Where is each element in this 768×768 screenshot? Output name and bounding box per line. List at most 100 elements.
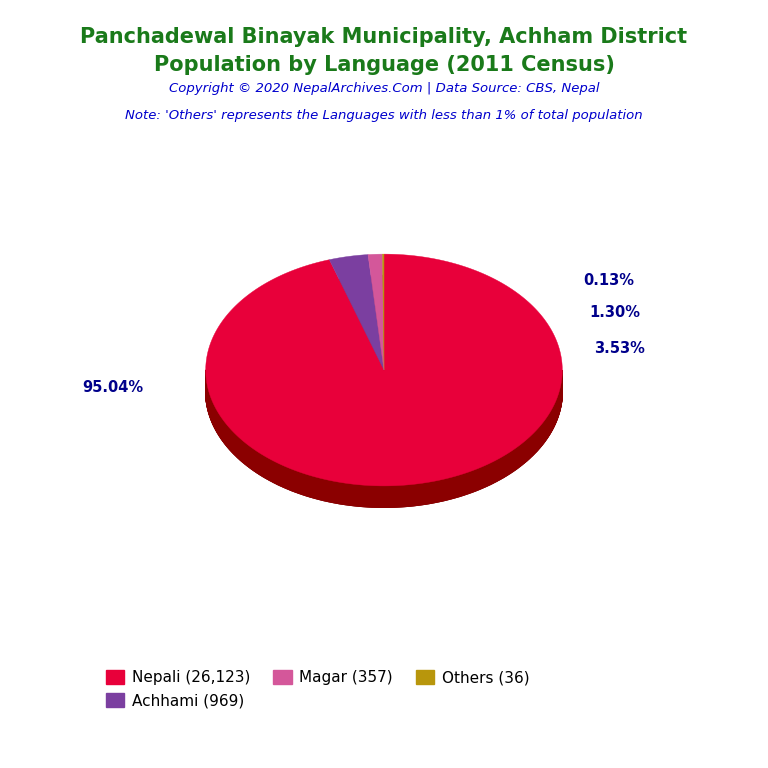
Polygon shape xyxy=(483,466,484,488)
Polygon shape xyxy=(345,483,346,505)
Polygon shape xyxy=(374,485,375,507)
Polygon shape xyxy=(406,485,407,506)
Polygon shape xyxy=(438,480,439,502)
Polygon shape xyxy=(468,472,469,494)
Polygon shape xyxy=(273,461,274,483)
Polygon shape xyxy=(276,462,277,485)
Polygon shape xyxy=(393,485,395,507)
Polygon shape xyxy=(458,475,460,497)
Polygon shape xyxy=(289,468,290,490)
Polygon shape xyxy=(298,472,299,493)
Polygon shape xyxy=(484,465,485,488)
Polygon shape xyxy=(340,482,341,504)
Polygon shape xyxy=(307,475,308,496)
Ellipse shape xyxy=(206,276,562,508)
Polygon shape xyxy=(332,481,333,502)
Polygon shape xyxy=(294,470,295,492)
Polygon shape xyxy=(300,472,301,494)
Polygon shape xyxy=(320,478,321,500)
Polygon shape xyxy=(381,486,382,508)
Polygon shape xyxy=(376,486,377,507)
Polygon shape xyxy=(382,486,383,508)
Polygon shape xyxy=(306,474,307,496)
Polygon shape xyxy=(314,477,316,498)
Polygon shape xyxy=(493,461,494,483)
Polygon shape xyxy=(403,485,404,507)
Polygon shape xyxy=(405,485,406,506)
Text: Note: 'Others' represents the Languages with less than 1% of total population: Note: 'Others' represents the Languages … xyxy=(125,109,643,122)
Polygon shape xyxy=(500,458,501,479)
Polygon shape xyxy=(488,464,489,485)
Polygon shape xyxy=(336,482,337,503)
Polygon shape xyxy=(402,485,403,507)
Polygon shape xyxy=(400,485,401,507)
Polygon shape xyxy=(351,484,353,505)
Polygon shape xyxy=(290,468,291,491)
Polygon shape xyxy=(326,479,327,502)
Polygon shape xyxy=(265,456,266,478)
Polygon shape xyxy=(475,469,476,491)
Polygon shape xyxy=(350,484,351,505)
Polygon shape xyxy=(477,468,478,490)
Polygon shape xyxy=(282,465,283,487)
Polygon shape xyxy=(426,482,428,504)
Polygon shape xyxy=(342,482,343,505)
Text: Panchadewal Binayak Municipality, Achham District: Panchadewal Binayak Municipality, Achham… xyxy=(81,27,687,47)
Polygon shape xyxy=(453,477,454,498)
Polygon shape xyxy=(423,483,425,505)
Polygon shape xyxy=(264,455,265,478)
Polygon shape xyxy=(344,483,345,505)
Polygon shape xyxy=(466,472,467,495)
Polygon shape xyxy=(455,476,456,498)
Polygon shape xyxy=(275,462,276,484)
Polygon shape xyxy=(324,479,325,501)
Text: Population by Language (2011 Census): Population by Language (2011 Census) xyxy=(154,55,614,75)
Polygon shape xyxy=(366,485,368,507)
Polygon shape xyxy=(415,484,416,505)
Polygon shape xyxy=(328,480,329,502)
Polygon shape xyxy=(305,474,306,495)
Polygon shape xyxy=(337,482,338,503)
Polygon shape xyxy=(274,462,275,483)
Polygon shape xyxy=(428,482,429,504)
Polygon shape xyxy=(503,456,504,478)
Polygon shape xyxy=(277,463,279,485)
Polygon shape xyxy=(319,478,320,500)
Polygon shape xyxy=(321,478,323,500)
Polygon shape xyxy=(487,465,488,486)
Polygon shape xyxy=(433,482,435,503)
Polygon shape xyxy=(384,486,386,508)
Polygon shape xyxy=(478,468,480,489)
Polygon shape xyxy=(460,475,461,496)
Polygon shape xyxy=(422,483,423,505)
Text: 95.04%: 95.04% xyxy=(82,380,144,396)
Polygon shape xyxy=(281,465,282,486)
Polygon shape xyxy=(309,475,310,497)
Polygon shape xyxy=(491,462,492,484)
Polygon shape xyxy=(369,485,371,507)
Polygon shape xyxy=(481,467,482,488)
Polygon shape xyxy=(375,485,376,507)
Polygon shape xyxy=(397,485,398,507)
Polygon shape xyxy=(407,485,408,506)
Text: Copyright © 2020 NepalArchives.Com | Data Source: CBS, Nepal: Copyright © 2020 NepalArchives.Com | Dat… xyxy=(169,82,599,95)
Polygon shape xyxy=(485,465,487,487)
Polygon shape xyxy=(338,482,339,504)
Polygon shape xyxy=(410,485,411,506)
Polygon shape xyxy=(398,485,399,507)
Legend: Nepali (26,123), Achhami (969), Magar (357), Others (36): Nepali (26,123), Achhami (969), Magar (3… xyxy=(100,664,535,714)
Polygon shape xyxy=(461,475,462,496)
Polygon shape xyxy=(283,465,284,488)
Polygon shape xyxy=(303,473,304,495)
Polygon shape xyxy=(371,485,372,507)
Polygon shape xyxy=(471,471,472,492)
Polygon shape xyxy=(456,476,457,498)
Polygon shape xyxy=(296,471,298,493)
Polygon shape xyxy=(368,254,384,370)
Polygon shape xyxy=(451,477,452,498)
Polygon shape xyxy=(390,486,392,507)
Polygon shape xyxy=(494,461,495,482)
Polygon shape xyxy=(447,478,449,500)
Polygon shape xyxy=(362,485,363,507)
Polygon shape xyxy=(304,474,305,495)
